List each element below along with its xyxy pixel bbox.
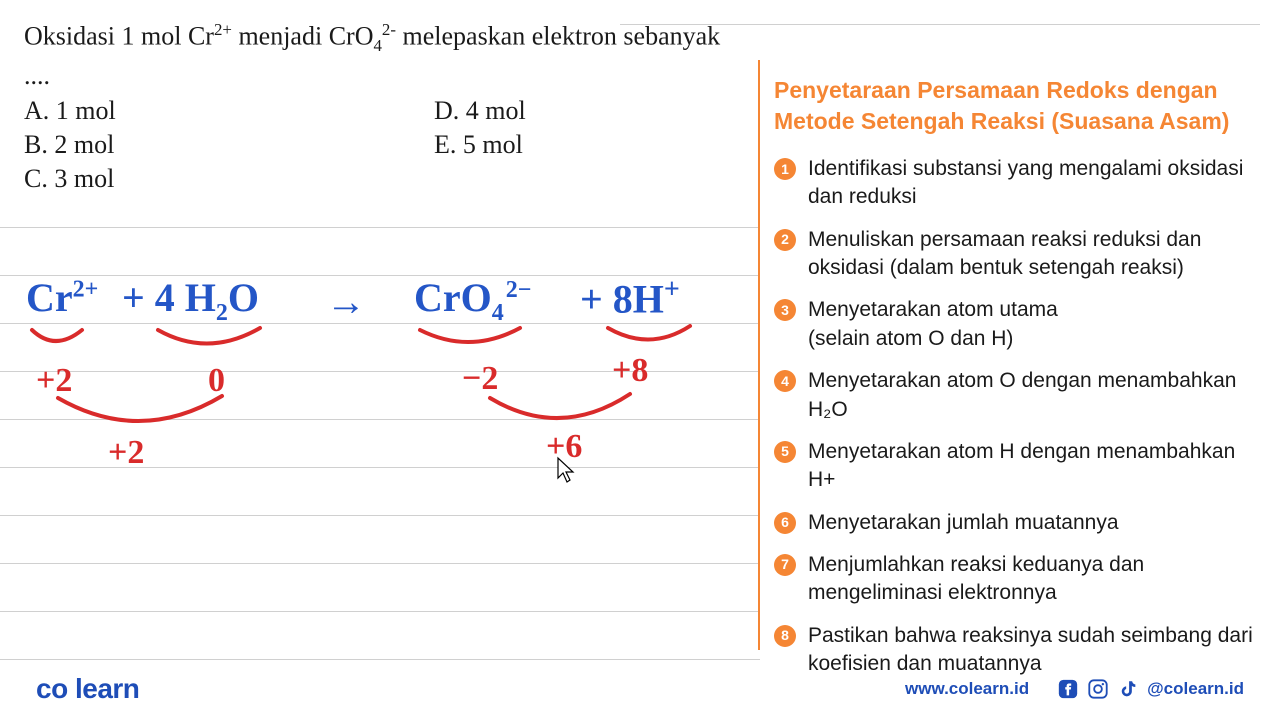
step-item-6: 6 Menyetarakan jumlah muatannya	[774, 509, 1264, 537]
step-text: Menyetarakan jumlah muatannya	[808, 509, 1264, 537]
step-item-2: 2 Menuliskan persamaan reaksi reduksi dan…	[774, 226, 1264, 283]
facebook-icon	[1057, 678, 1079, 700]
step-item-5: 5 Menyetarakan atom H dengan menambahkan …	[774, 438, 1264, 495]
step-text: Menyetarakan atom utama (selain atom O d…	[808, 296, 1264, 353]
footer: co learn www.colearn.id @colearn.id	[0, 665, 1280, 720]
sidebar-title-line1: Penyetaraan Persamaan Redoks dengan	[774, 77, 1218, 103]
step-number: 7	[774, 554, 796, 576]
question-part: Oksidasi 1 mol Cr	[24, 22, 214, 51]
step-text: Identifikasi substansi yang mengalami ok…	[808, 155, 1264, 212]
sidebar-title-line2a: Metode Setengah Reaksi	[774, 108, 1051, 134]
step-item-1: 1 Identifikasi substansi yang mengalami o…	[774, 155, 1264, 212]
question-part: menjadi CrO	[232, 22, 374, 51]
vertical-divider	[758, 60, 760, 650]
step-number: 1	[774, 158, 796, 180]
step-list: 1 Identifikasi substansi yang mengalami o…	[774, 155, 1264, 678]
question-sup: 2+	[214, 20, 232, 39]
step-number: 8	[774, 625, 796, 647]
cursor-icon	[556, 456, 576, 484]
sidebar-title-line2b: (Suasana Asam)	[1051, 108, 1229, 134]
option-e: E. 5 mol	[434, 130, 740, 160]
question-sub: 4	[373, 36, 381, 55]
logo-learn: learn	[75, 673, 139, 704]
step-text: Menuliskan persamaan reaksi reduksi dan …	[808, 226, 1264, 283]
step-item-7: 7 Menjumlahkan reaksi keduanya dan mengel…	[774, 551, 1264, 608]
option-a: A. 1 mol	[24, 96, 404, 126]
sidebar-title: Penyetaraan Persamaan Redoks dengan Meto…	[774, 75, 1264, 137]
logo-co: co	[36, 673, 68, 704]
step-text: Menyetarakan atom H dengan menambahkan H…	[808, 438, 1264, 495]
logo-dot	[68, 673, 75, 704]
socials: @colearn.id	[1057, 678, 1244, 700]
step-item-4: 4 Menyetarakan atom O dengan menambahkan …	[774, 367, 1264, 424]
step-number: 5	[774, 441, 796, 463]
step-number: 4	[774, 370, 796, 392]
tiktok-icon	[1117, 678, 1139, 700]
sidebar: Penyetaraan Persamaan Redoks dengan Meto…	[774, 75, 1264, 692]
step-item-3: 3 Menyetarakan atom utama (selain atom O …	[774, 296, 1264, 353]
step-text: Menyetarakan atom O dengan menambahkan H…	[808, 367, 1264, 424]
ruled-background	[0, 180, 760, 660]
instagram-icon	[1087, 678, 1109, 700]
step-number: 6	[774, 512, 796, 534]
step-number: 3	[774, 299, 796, 321]
question-sup: 2-	[382, 20, 396, 39]
step-number: 2	[774, 229, 796, 251]
option-d: D. 4 mol	[434, 96, 740, 126]
step-text: Menjumlahkan reaksi keduanya dan mengeli…	[808, 551, 1264, 608]
logo: co learn	[36, 673, 139, 705]
social-handle: @colearn.id	[1147, 679, 1244, 699]
option-b: B. 2 mol	[24, 130, 404, 160]
footer-right: www.colearn.id @colearn.id	[905, 678, 1244, 700]
website-url: www.colearn.id	[905, 679, 1029, 699]
question-text: Oksidasi 1 mol Cr2+ menjadi CrO42- melep…	[24, 18, 740, 94]
